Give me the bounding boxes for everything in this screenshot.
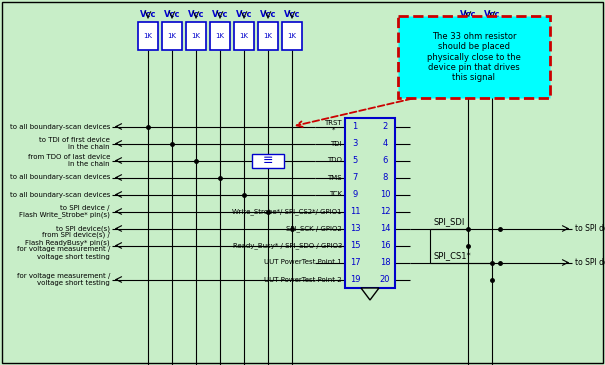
Text: 1K: 1K <box>168 33 177 39</box>
Text: 2: 2 <box>382 122 388 131</box>
Text: SPI_SDI: SPI_SDI <box>434 217 465 226</box>
Text: SPI_SCK / GPIO2: SPI_SCK / GPIO2 <box>286 225 342 232</box>
Text: 4: 4 <box>382 139 388 148</box>
Text: The 33 ohm resistor
should be placed
physically close to the
device pin that dri: The 33 ohm resistor should be placed phy… <box>427 32 521 82</box>
Text: 7: 7 <box>352 173 358 182</box>
Text: Vcc: Vcc <box>212 10 228 19</box>
Text: TDO: TDO <box>327 158 342 164</box>
Bar <box>482 22 502 50</box>
Text: Ready_Busy* / SPI_SDO / GPIO3: Ready_Busy* / SPI_SDO / GPIO3 <box>233 242 342 249</box>
Text: 16: 16 <box>380 241 390 250</box>
Bar <box>234 22 254 50</box>
Text: 1K: 1K <box>240 33 249 39</box>
Text: to all boundary-scan devices: to all boundary-scan devices <box>10 174 110 181</box>
Text: to all boundary-scan devices: to all boundary-scan devices <box>10 123 110 130</box>
Text: 1: 1 <box>352 122 358 131</box>
Bar <box>186 22 206 50</box>
Text: to TDI of first device
in the chain: to TDI of first device in the chain <box>39 137 110 150</box>
Text: 1K: 1K <box>488 33 497 39</box>
Bar <box>345 118 395 288</box>
Text: SPI_CS1*: SPI_CS1* <box>434 251 472 260</box>
Text: TDI: TDI <box>330 141 342 146</box>
Text: 1K: 1K <box>215 33 224 39</box>
Bar <box>252 154 284 168</box>
Text: to SPI device(s): to SPI device(s) <box>56 225 110 232</box>
Text: 3: 3 <box>352 139 358 148</box>
Text: 15: 15 <box>350 241 360 250</box>
Text: ≡: ≡ <box>263 154 273 167</box>
Text: Vcc: Vcc <box>284 10 300 19</box>
Text: 8: 8 <box>382 173 388 182</box>
Text: TCK: TCK <box>329 192 342 197</box>
Text: 1K: 1K <box>192 33 200 39</box>
Text: 17: 17 <box>350 258 361 267</box>
Bar <box>282 22 302 50</box>
Bar <box>210 22 230 50</box>
Bar <box>258 22 278 50</box>
Text: 1K: 1K <box>264 33 272 39</box>
Text: to all boundary-scan devices: to all boundary-scan devices <box>10 192 110 197</box>
Text: Vcc: Vcc <box>484 10 500 19</box>
Text: Vcc: Vcc <box>460 10 476 19</box>
Text: 5: 5 <box>352 156 358 165</box>
Text: to SPI device: to SPI device <box>575 258 605 267</box>
Bar <box>458 22 478 50</box>
Text: 19: 19 <box>350 275 360 284</box>
Text: 9: 9 <box>352 190 358 199</box>
FancyBboxPatch shape <box>398 16 550 98</box>
Text: Vcc: Vcc <box>236 10 252 19</box>
Text: 6: 6 <box>382 156 388 165</box>
Text: 18: 18 <box>380 258 390 267</box>
Text: 1K: 1K <box>463 33 473 39</box>
Text: Write_Strobe*/ SPI_CS2*/ GPIO1: Write_Strobe*/ SPI_CS2*/ GPIO1 <box>232 208 342 215</box>
Text: 1K: 1K <box>143 33 152 39</box>
Text: 20: 20 <box>380 275 390 284</box>
Text: Vcc: Vcc <box>164 10 180 19</box>
Text: to SPI device(s): to SPI device(s) <box>575 224 605 233</box>
Text: to SPI device /
Flash Write_Strobe* pin(s): to SPI device / Flash Write_Strobe* pin(… <box>19 205 110 218</box>
Text: TMS: TMS <box>327 174 342 181</box>
Text: 1K: 1K <box>287 33 296 39</box>
Text: 12: 12 <box>380 207 390 216</box>
Text: Vcc: Vcc <box>140 10 156 19</box>
Text: 10: 10 <box>380 190 390 199</box>
Text: UUT PowerTest Point 2: UUT PowerTest Point 2 <box>264 277 342 283</box>
Text: TRST
*: TRST * <box>324 120 342 133</box>
Text: 13: 13 <box>350 224 361 233</box>
Text: 14: 14 <box>380 224 390 233</box>
Text: from TDO of last device
in the chain: from TDO of last device in the chain <box>28 154 110 167</box>
Bar <box>162 22 182 50</box>
Text: UUT PowerTest Point 1: UUT PowerTest Point 1 <box>264 260 342 265</box>
Polygon shape <box>361 288 379 300</box>
Bar <box>138 22 158 50</box>
Text: Vcc: Vcc <box>188 10 204 19</box>
Text: 11: 11 <box>350 207 360 216</box>
Text: for voltage measurement /
voltage short testing: for voltage measurement / voltage short … <box>16 273 110 286</box>
Text: from SPI device(s) /
Flash ReadyBusy* pin(s)
for voltage measurement /
voltage s: from SPI device(s) / Flash ReadyBusy* pi… <box>16 231 110 260</box>
Text: Vcc: Vcc <box>260 10 276 19</box>
